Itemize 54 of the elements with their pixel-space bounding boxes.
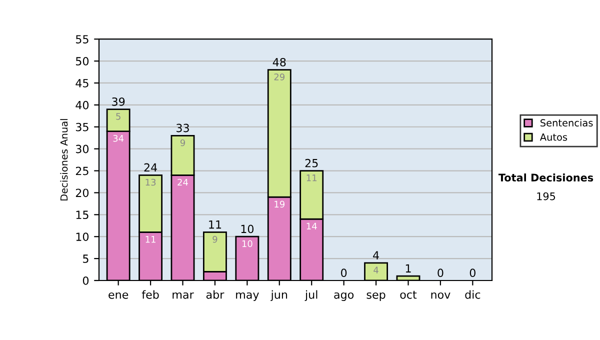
total-label: 1 — [406, 264, 411, 272]
data-label: 34 — [113, 134, 124, 142]
x-tick-label: ene — [108, 292, 128, 299]
y-tick-label: 45 — [76, 79, 88, 88]
y-tick-label: 0 — [82, 276, 89, 285]
x-tick-label: dic — [465, 290, 480, 299]
y-tick-label: 5 — [83, 254, 88, 263]
x-tick-label: sep — [366, 292, 386, 301]
data-label: 19 — [274, 200, 284, 208]
x-tick-label: nov — [431, 292, 450, 299]
y-tick-label: 10 — [76, 232, 89, 241]
data-label: 11 — [306, 174, 317, 182]
total-label: 0 — [341, 268, 347, 278]
x-tick-label: jul — [304, 290, 318, 301]
total-label: 0 — [438, 268, 444, 278]
total-label: 11 — [209, 220, 222, 229]
total-label: 4 — [373, 251, 379, 260]
legend-label: Sentencias — [540, 118, 593, 127]
total-label: 25 — [305, 158, 318, 168]
y-tick-label: 20 — [76, 188, 89, 198]
total-label: 24 — [144, 163, 157, 172]
total-label: 0 — [470, 268, 476, 278]
y-tick-label: 15 — [76, 210, 88, 220]
data-label: 4 — [374, 266, 378, 274]
data-label: 14 — [306, 222, 317, 230]
data-label: 11 — [146, 236, 156, 243]
data-label: 24 — [178, 178, 188, 186]
x-tick-label: mar — [172, 292, 194, 299]
legend-label: Autos — [540, 134, 568, 141]
y-axis-title: Decisiones Anual — [60, 119, 68, 200]
data-label: 9 — [212, 236, 218, 243]
data-label: 13 — [146, 178, 156, 186]
y-tick-label: 25 — [76, 166, 88, 176]
y-tick-label: 55 — [76, 35, 88, 44]
text: 195 — [537, 192, 556, 200]
data-label: 5 — [116, 113, 120, 120]
total-label: 39 — [112, 97, 125, 106]
total-label: 33 — [176, 124, 189, 132]
y-tick-label: 40 — [76, 100, 89, 110]
data-label: 29 — [274, 73, 284, 80]
text: Total Decisiones — [498, 173, 594, 182]
x-tick-label: ago — [334, 292, 354, 301]
data-label: 10 — [242, 240, 252, 248]
y-tick-label: 50 — [76, 57, 89, 66]
x-tick-label: feb — [142, 290, 159, 299]
total-label: 48 — [272, 58, 286, 66]
data-label: 9 — [180, 139, 185, 146]
total-label: 10 — [241, 224, 254, 234]
x-tick-label: may — [236, 292, 259, 301]
x-tick-label: abr — [206, 290, 224, 299]
y-tick-label: 35 — [76, 122, 88, 132]
x-tick-label: oct — [400, 290, 417, 299]
x-tick-label: jun — [270, 290, 288, 301]
y-tick-label: 30 — [76, 144, 89, 154]
